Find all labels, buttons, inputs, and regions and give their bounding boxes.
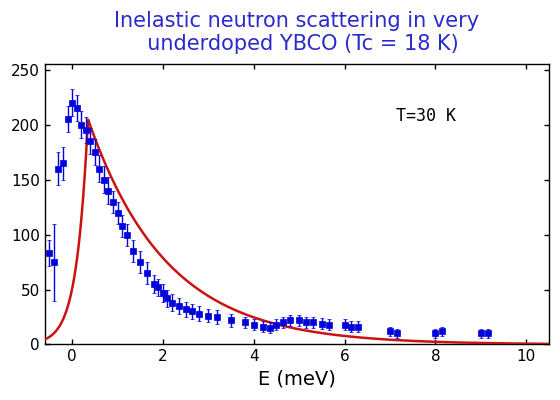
X-axis label: E (meV): E (meV) (258, 370, 336, 389)
Title: Inelastic neutron scattering in very
  underdoped YBCO (Tc = 18 K): Inelastic neutron scattering in very und… (114, 11, 479, 54)
Text: T=30 K: T=30 K (396, 107, 456, 125)
